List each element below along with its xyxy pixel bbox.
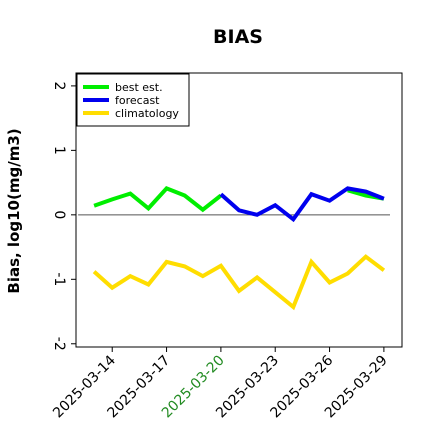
plot-area [75,72,403,348]
x-axis: 2025-03-142025-03-172025-03-202025-03-23… [50,347,391,421]
legend-label: forecast [115,94,160,107]
legend-label: climatology [115,107,179,120]
y-tick-label: 0 [51,210,67,219]
y-tick-label: -2 [51,337,67,351]
series-line-1 [219,186,385,223]
y-axis: -2 -1 0 1 2 [51,81,76,351]
series-line-0 [93,186,223,213]
chart-title: BIAS [213,26,263,48]
series-group [92,186,386,311]
legend-label: best est. [115,81,163,94]
y-tick-label: 2 [51,81,67,90]
plot-frame [75,72,403,348]
y-tick-label: -1 [51,272,67,286]
y-tick-label: 1 [51,146,67,155]
series-line-2 [92,254,386,311]
y-axis-label: Bias, log10(mg/m3) [5,128,23,293]
